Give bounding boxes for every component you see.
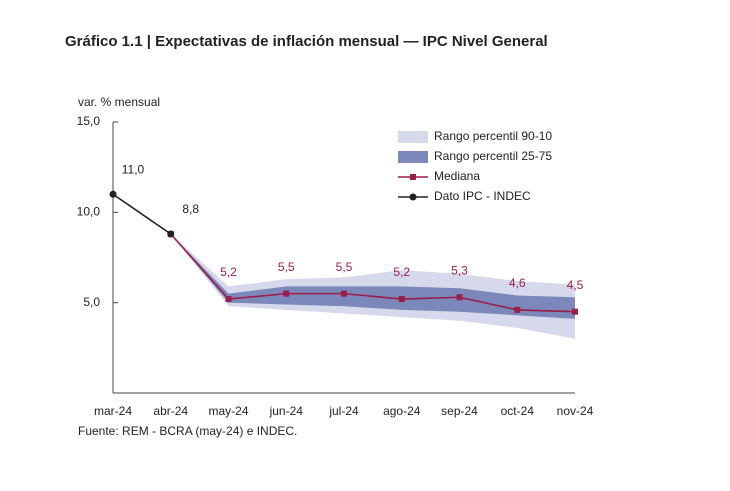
marker bbox=[109, 190, 117, 198]
legend-swatch bbox=[398, 151, 428, 163]
value-label: 5,2 bbox=[393, 265, 410, 279]
marker bbox=[398, 296, 405, 303]
y-tick-label: 15,0 bbox=[77, 114, 101, 128]
line bbox=[170, 233, 576, 313]
value-label: 4,6 bbox=[509, 276, 526, 290]
legend-label: Dato IPC - INDEC bbox=[434, 189, 531, 203]
value-label: 11,0 bbox=[122, 162, 145, 176]
marker bbox=[225, 296, 232, 303]
legend-marker bbox=[409, 193, 417, 201]
legend-marker bbox=[410, 174, 416, 180]
legend-label: Rango percentil 25-75 bbox=[434, 149, 552, 163]
marker bbox=[456, 294, 463, 301]
marker bbox=[167, 230, 175, 238]
x-tick-label: jun-24 bbox=[269, 404, 304, 418]
x-tick-label: jul-24 bbox=[328, 404, 359, 418]
value-label: 8,8 bbox=[182, 202, 199, 216]
x-tick-label: may-24 bbox=[208, 404, 248, 418]
chart-title: Gráfico 1.1 | Expectativas de inflación … bbox=[65, 33, 548, 50]
value-label: 5,3 bbox=[451, 263, 468, 277]
marker bbox=[572, 308, 578, 315]
x-tick-label: mar-24 bbox=[94, 404, 132, 418]
value-label: 4,5 bbox=[567, 278, 584, 292]
marker bbox=[341, 290, 347, 297]
y-tick-label: 10,0 bbox=[77, 205, 101, 219]
value-label: 5,2 bbox=[220, 265, 237, 279]
y-tick-label: 5,0 bbox=[83, 295, 100, 309]
marker bbox=[514, 306, 521, 313]
y-axis-label: var. % mensual bbox=[78, 95, 160, 109]
source: Fuente: REM - BCRA (may-24) e INDEC. bbox=[78, 424, 297, 438]
band bbox=[170, 234, 575, 319]
marker bbox=[283, 290, 290, 297]
x-tick-label: oct-24 bbox=[501, 404, 535, 418]
x-tick-label: nov-24 bbox=[557, 404, 594, 418]
legend-label: Mediana bbox=[434, 169, 480, 183]
value-label: 5,5 bbox=[278, 260, 295, 274]
value-label: 5,5 bbox=[336, 260, 353, 274]
x-tick-label: abr-24 bbox=[153, 404, 188, 418]
legend-swatch bbox=[398, 131, 428, 143]
legend-label: Rango percentil 90-10 bbox=[434, 129, 552, 143]
x-tick-label: sep-24 bbox=[441, 404, 478, 418]
x-tick-label: ago-24 bbox=[383, 404, 421, 418]
line bbox=[112, 193, 172, 235]
